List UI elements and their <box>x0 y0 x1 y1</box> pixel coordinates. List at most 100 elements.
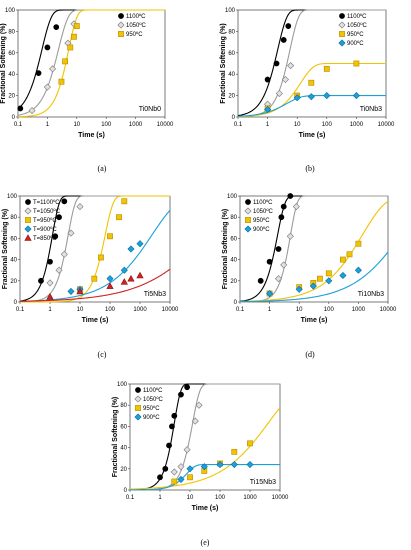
fit-line-900 <box>239 251 389 303</box>
legend-label: 950ºC <box>347 31 364 38</box>
data-point <box>354 266 362 274</box>
y-tick-label: 60 <box>8 51 15 57</box>
data-point <box>281 76 289 84</box>
legend-marker-900 <box>24 225 32 233</box>
data-point <box>191 417 199 425</box>
y-tick-label: 100 <box>225 8 236 14</box>
data-point <box>352 92 360 100</box>
legend-label: T=850ºC <box>33 235 57 242</box>
data-point <box>273 60 280 67</box>
y-tick-label: 20 <box>228 94 235 100</box>
x-tick-label: 1000 <box>350 122 364 128</box>
data-point <box>67 44 74 51</box>
x-tick-label: 1 <box>268 307 272 313</box>
data-point <box>67 287 75 295</box>
y-tick-label: 20 <box>10 279 17 285</box>
series-1050 <box>46 203 84 287</box>
data-point <box>340 256 346 263</box>
legend-label: 950ºC <box>126 31 143 38</box>
sample-label: Ti10Nb3 <box>358 291 384 298</box>
x-tick-label: 100 <box>215 495 226 501</box>
y-tick-label: 80 <box>230 215 237 221</box>
data-point <box>35 70 42 77</box>
y-tick-label: 60 <box>228 51 235 57</box>
x-tick-label: 100 <box>105 307 116 313</box>
data-point <box>292 203 300 211</box>
y-tick-label: 100 <box>117 382 128 388</box>
x-tick-label: 1 <box>46 122 50 128</box>
series-900 <box>264 92 360 114</box>
y-tick-label: 20 <box>8 94 15 100</box>
plot-frame <box>17 9 166 118</box>
data-point <box>231 448 238 455</box>
fit-line-950 <box>17 9 165 118</box>
data-point <box>178 391 184 398</box>
legend-label: 1100ºC <box>347 13 367 20</box>
data-point <box>71 33 77 40</box>
data-point <box>285 23 292 29</box>
y-tick-label: 40 <box>228 72 235 78</box>
fit-line-1050 <box>237 9 386 118</box>
fit-line-850 <box>19 268 171 302</box>
series-1050 <box>274 203 300 283</box>
data-point <box>264 105 272 114</box>
y-tick-label: 100 <box>227 194 238 200</box>
x-tick-label: 100 <box>322 122 333 128</box>
legend-label: 1100ºC <box>253 199 273 206</box>
data-point <box>346 251 353 258</box>
series-1100 <box>38 198 68 284</box>
legend-marker-850 <box>24 234 32 241</box>
data-point <box>127 274 135 282</box>
y-axis-title: Fractional Softening (%) <box>222 209 229 290</box>
legend-label: 900ºC <box>253 226 270 233</box>
data-point <box>187 474 193 481</box>
fit-line-950 <box>237 62 386 118</box>
legend-label: 1100ºC <box>126 13 146 20</box>
y-tick-label: 100 <box>7 194 18 200</box>
chart-panel-ti15nb3: 0 20 40 60 80 100 0.1 1 10 100 1000 10000 Time (s) Fr… <box>112 382 289 512</box>
x-tick-label: 0.1 <box>236 307 245 313</box>
x-axis-title: Time (s) <box>82 317 109 324</box>
x-tick-label: 0.1 <box>234 122 243 128</box>
data-point <box>127 245 135 253</box>
series-1100 <box>17 24 60 112</box>
x-tick-label: 0.1 <box>16 307 25 313</box>
y-axis-title: Fractional Softening (%) <box>220 23 227 104</box>
legend-marker-950 <box>135 405 141 411</box>
data-point <box>53 24 60 31</box>
y-axis-title: Fractional Softening (%) <box>0 23 7 104</box>
data-point <box>216 461 224 469</box>
data-point <box>120 278 128 285</box>
y-tick-label: 40 <box>120 446 127 452</box>
series-850 <box>46 271 144 300</box>
data-point <box>49 65 57 73</box>
chart-panel-ti5nb3: 0 20 40 60 80 100 0.1 1 10 100 1000 10000 Time (s) Fr… <box>2 194 179 324</box>
x-axis-title: Time (s) <box>299 132 326 139</box>
legend-label: T=950ºC <box>33 217 57 224</box>
data-point <box>47 258 53 265</box>
x-tick-label: 0.1 <box>126 495 135 501</box>
fit-line-950 <box>129 407 281 490</box>
data-point <box>52 233 59 240</box>
data-point <box>67 229 75 237</box>
data-point <box>166 442 172 449</box>
panel-label: (a) <box>98 164 107 173</box>
data-point <box>280 203 287 210</box>
data-point <box>107 233 113 240</box>
data-point <box>280 261 288 269</box>
data-point <box>275 246 282 252</box>
data-point <box>171 412 178 419</box>
data-point <box>278 214 285 221</box>
legend-marker-900 <box>134 413 142 421</box>
data-point <box>323 92 331 100</box>
data-point <box>76 203 84 211</box>
legend-label: 1050ºC <box>126 22 147 29</box>
y-tick-label: 60 <box>120 424 127 430</box>
x-tick-label: 10 <box>73 122 80 128</box>
x-tick-label: 1 <box>266 122 270 128</box>
data-point <box>257 277 264 284</box>
y-tick-label: 40 <box>8 72 15 78</box>
legend-label: T=1050ºC <box>33 208 61 215</box>
data-point <box>266 289 274 298</box>
x-tick-label: 1000 <box>129 122 143 128</box>
